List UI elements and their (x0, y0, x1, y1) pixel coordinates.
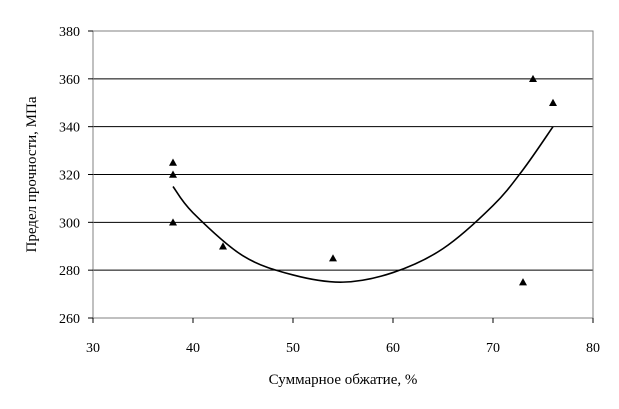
x-axis-ticks: 30 40 50 60 70 80 (86, 318, 600, 356)
x-axis-title: Суммарное обжатие, % (269, 372, 418, 388)
trendline (172, 126, 554, 283)
data-point-5 (329, 254, 337, 262)
y-tick-label: 380 (59, 25, 80, 40)
x-tick-label: 30 (86, 341, 100, 356)
y-axis-ticks: 260 280 300 320 340 360 380 (59, 25, 93, 327)
y-tick-label: 280 (59, 264, 80, 279)
data-point-4 (219, 242, 227, 250)
y-tick-label: 360 (59, 73, 80, 88)
y-tick-label: 300 (59, 216, 80, 231)
data-point-6 (519, 278, 527, 286)
x-tick-label: 70 (486, 341, 500, 356)
data-point-8 (549, 98, 557, 106)
x-tick-label: 50 (286, 341, 300, 356)
data-point-2 (169, 170, 177, 178)
x-tick-label: 40 (186, 341, 200, 356)
data-point-3 (169, 218, 177, 226)
gridlines (92, 30, 593, 319)
x-tick-label: 60 (386, 341, 400, 356)
y-axis-title: Предел прочности, МПа (24, 96, 40, 252)
y-tick-label: 320 (59, 169, 80, 184)
data-point-7 (529, 74, 537, 83)
y-tick-label: 260 (59, 312, 80, 327)
x-tick-label: 80 (586, 341, 600, 356)
y-tick-label: 340 (59, 121, 80, 136)
data-point-1 (169, 158, 177, 166)
data-points (169, 74, 557, 286)
